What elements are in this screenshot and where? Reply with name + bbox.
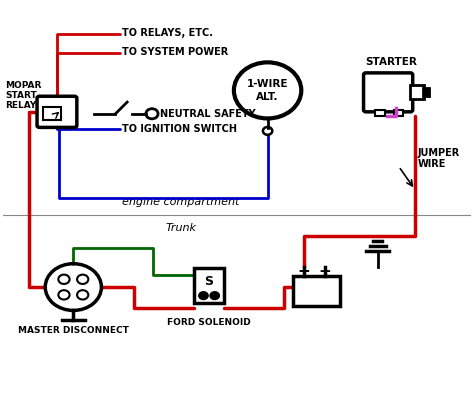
Text: 1-WIRE
ALT.: 1-WIRE ALT. <box>247 79 288 102</box>
Text: Trunk: Trunk <box>165 223 197 233</box>
Text: engine compartment: engine compartment <box>122 197 240 207</box>
Text: S: S <box>205 275 214 288</box>
Text: TO RELAYS, ETC.: TO RELAYS, ETC. <box>122 28 213 38</box>
FancyBboxPatch shape <box>423 88 429 96</box>
Bar <box>394 110 403 116</box>
FancyBboxPatch shape <box>293 276 340 306</box>
Text: FORD SOLENOID: FORD SOLENOID <box>167 318 251 327</box>
FancyBboxPatch shape <box>410 85 424 100</box>
Text: TO SYSTEM POWER: TO SYSTEM POWER <box>122 47 229 57</box>
FancyBboxPatch shape <box>194 267 224 303</box>
Text: BATTERY: BATTERY <box>292 288 341 298</box>
Text: TO IGNITION SWITCH: TO IGNITION SWITCH <box>122 124 237 134</box>
Text: −: − <box>319 264 331 279</box>
Text: NEUTRAL SAFETY: NEUTRAL SAFETY <box>160 109 255 119</box>
FancyBboxPatch shape <box>43 107 61 120</box>
Text: MASTER DISCONNECT: MASTER DISCONNECT <box>18 326 129 335</box>
Circle shape <box>210 292 219 299</box>
Text: MOPAR
START
RELAY: MOPAR START RELAY <box>6 81 42 111</box>
Text: JUMPER
WIRE: JUMPER WIRE <box>418 148 460 169</box>
Text: STARTER: STARTER <box>366 57 418 67</box>
FancyBboxPatch shape <box>364 73 413 112</box>
Text: +: + <box>297 264 310 279</box>
Circle shape <box>199 292 208 299</box>
Bar <box>375 110 384 116</box>
FancyBboxPatch shape <box>37 96 77 128</box>
